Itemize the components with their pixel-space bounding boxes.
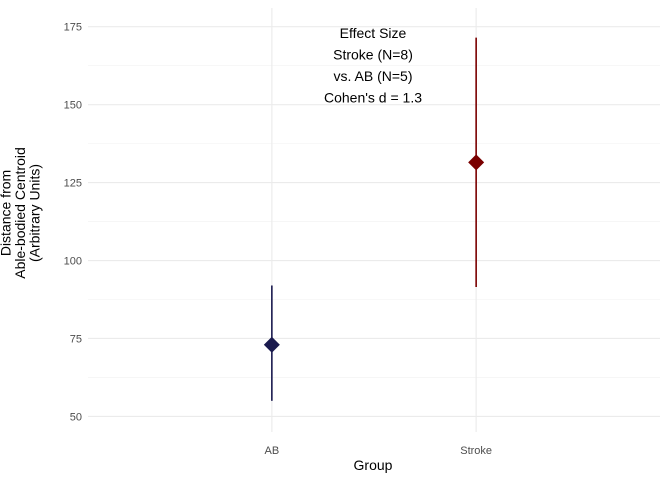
y-tick-label: 75 — [70, 333, 82, 345]
y-tick-label: 125 — [64, 178, 82, 190]
y-tick-label: 100 — [64, 256, 82, 268]
x-tick-label: AB — [265, 445, 280, 457]
y-axis-title-line: Distance from — [0, 170, 14, 256]
x-axis-ticks: AB Stroke — [265, 445, 493, 457]
y-tick-label: 150 — [64, 100, 82, 112]
mean-point-stroke — [468, 154, 485, 171]
y-tick-label: 50 — [70, 411, 82, 423]
plot-marks — [263, 37, 485, 401]
effect-size-annotation: Effect Size Stroke (N=8) vs. AB (N=5) Cohen… — [324, 25, 422, 106]
y-tick-label: 175 — [64, 22, 82, 34]
annotation-line: Effect Size — [340, 25, 407, 41]
y-axis-ticks: 50 75 100 125 150 175 — [64, 22, 82, 424]
annotation-line: Stroke (N=8) — [333, 47, 413, 63]
y-axis-title-line: Able-bodied Centroid — [12, 147, 28, 279]
x-axis-title: Group — [354, 457, 393, 473]
annotation-line: vs. AB (N=5) — [334, 68, 413, 84]
mean-point-ab — [263, 336, 280, 353]
y-axis-title: Distance fromAble-bodied Centroid(Arbitr… — [0, 147, 43, 279]
y-axis-title-line: (Arbitrary Units) — [27, 164, 43, 262]
x-tick-label: Stroke — [460, 445, 492, 457]
annotation-line: Cohen's d = 1.3 — [324, 90, 422, 106]
